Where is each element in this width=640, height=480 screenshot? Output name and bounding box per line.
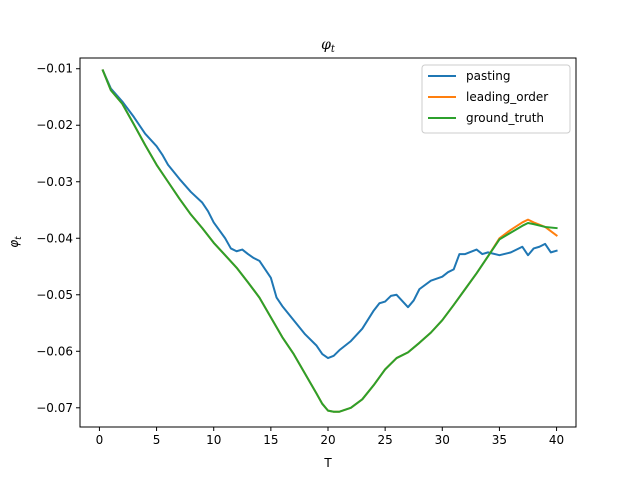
legend-box	[421, 64, 571, 134]
y-axis-label: φt	[7, 236, 24, 248]
x-axis-label: T	[323, 456, 332, 470]
series-line-pasting	[101, 69, 558, 360]
x-tick-label: 0	[96, 433, 104, 447]
y-tick-label: −0.05	[36, 288, 73, 302]
chart-title-sub: t	[331, 44, 336, 55]
y-tick-label: −0.02	[36, 118, 73, 132]
x-tick-label: 35	[492, 433, 507, 447]
y-axis-label-main: φ	[7, 240, 21, 248]
x-tick-label: 30	[435, 433, 450, 447]
series-line-ground-truth	[101, 69, 558, 413]
x-tick-label: 10	[206, 433, 221, 447]
series-layer	[101, 69, 558, 413]
x-tick-label: 25	[378, 433, 393, 447]
legend: pasting leading_order ground_truth	[421, 64, 571, 134]
y-tick-label: −0.06	[36, 344, 73, 358]
y-tick-label: −0.04	[36, 231, 73, 245]
x-tick-label: 5	[153, 433, 161, 447]
y-axis-label-sub: t	[14, 236, 24, 240]
legend-label-pasting: pasting	[466, 69, 510, 83]
y-tick-label: −0.07	[36, 401, 73, 415]
y-tick-label: −0.03	[36, 175, 73, 189]
y-tick-label: −0.01	[36, 62, 73, 76]
x-axis: 0 5 10 15 20 25 30 35 40	[96, 427, 564, 447]
x-tick-label: 15	[263, 433, 278, 447]
chart-title: φt	[321, 37, 336, 55]
legend-label-ground-truth: ground_truth	[466, 111, 544, 125]
x-tick-label: 20	[320, 433, 335, 447]
legend-label-leading-order: leading_order	[466, 90, 548, 104]
y-axis: −0.07 −0.06 −0.05 −0.04 −0.03 −0.02 −0.01	[36, 62, 80, 415]
x-tick-label: 40	[549, 433, 564, 447]
chart-title-main: φ	[321, 37, 331, 53]
